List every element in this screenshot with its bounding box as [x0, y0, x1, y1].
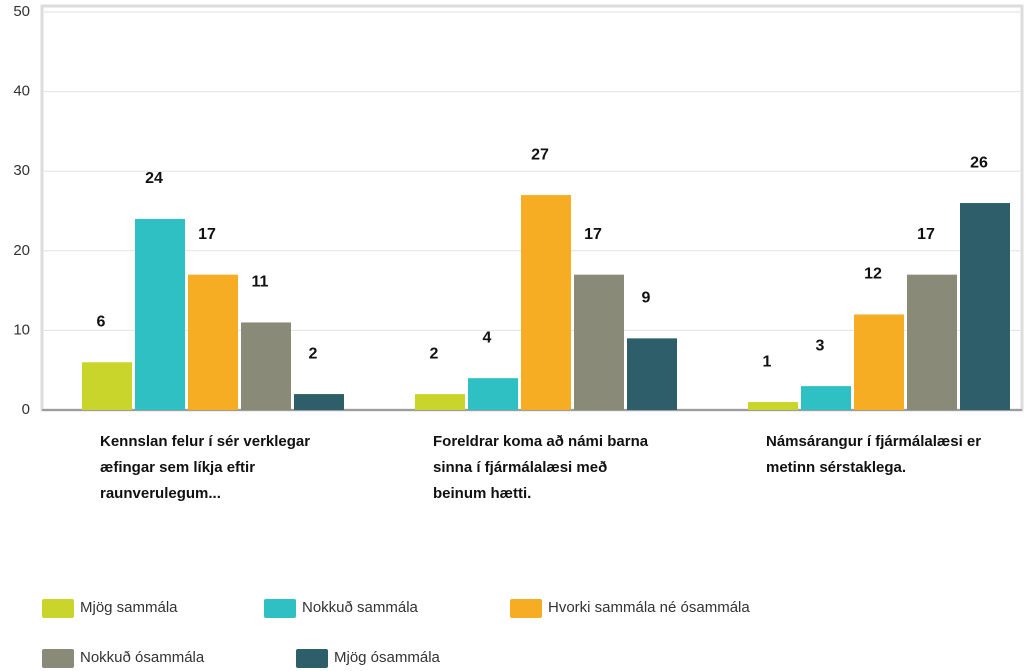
bar: [135, 218, 185, 410]
data-label: 27: [531, 146, 549, 163]
bar: [82, 362, 132, 410]
y-tick-label: 0: [22, 401, 30, 418]
x-tick-label: Námsárangur í fjármálalæsi er metinn sér…: [766, 433, 982, 476]
bar: [627, 338, 677, 410]
data-label: 17: [917, 226, 935, 243]
y-tick-label: 20: [13, 242, 30, 259]
x-tick-label: Kennslan felur í sér verklegar æfingar s…: [100, 433, 311, 502]
y-tick-label: 50: [13, 3, 30, 20]
data-label: 6: [97, 313, 106, 330]
legend-label: Nokkuð ósammála: [80, 649, 205, 666]
data-label: 24: [145, 170, 163, 187]
data-label: 9: [642, 290, 651, 307]
bar: [521, 195, 571, 410]
data-label: 12: [864, 266, 882, 283]
bar: [188, 274, 238, 410]
legend-label: Hvorki sammála né ósammála: [548, 599, 750, 616]
y-tick-label: 30: [13, 162, 30, 179]
data-label: 17: [584, 226, 602, 243]
data-label: 17: [198, 226, 216, 243]
data-label: 3: [816, 337, 825, 354]
bar: [960, 203, 1010, 410]
bar: [241, 322, 291, 410]
data-label: 1: [763, 353, 772, 370]
legend-swatch: [510, 599, 542, 618]
data-label: 11: [252, 274, 269, 291]
legend-swatch: [42, 599, 74, 618]
bar: [748, 402, 798, 410]
bar: [574, 274, 624, 410]
data-label: 4: [483, 329, 492, 346]
bar: [801, 386, 851, 410]
data-label: 26: [970, 154, 988, 171]
y-tick-label: 40: [13, 83, 30, 100]
legend-label: Nokkuð sammála: [302, 599, 419, 616]
bar: [468, 378, 518, 410]
data-label: 2: [430, 345, 439, 362]
legend-swatch: [264, 599, 296, 618]
bar: [907, 274, 957, 410]
bar: [854, 314, 904, 410]
bar: [415, 394, 465, 410]
legend-swatch: [42, 649, 74, 668]
x-tick-label: Foreldrar koma að námi barna sinna í fjá…: [433, 433, 649, 502]
legend-swatch: [296, 649, 328, 668]
bar: [294, 394, 344, 410]
legend-label: Mjög ósammála: [334, 649, 441, 666]
data-label: 2: [309, 345, 318, 362]
y-tick-label: 10: [13, 321, 30, 338]
legend-label: Mjög sammála: [80, 599, 178, 616]
